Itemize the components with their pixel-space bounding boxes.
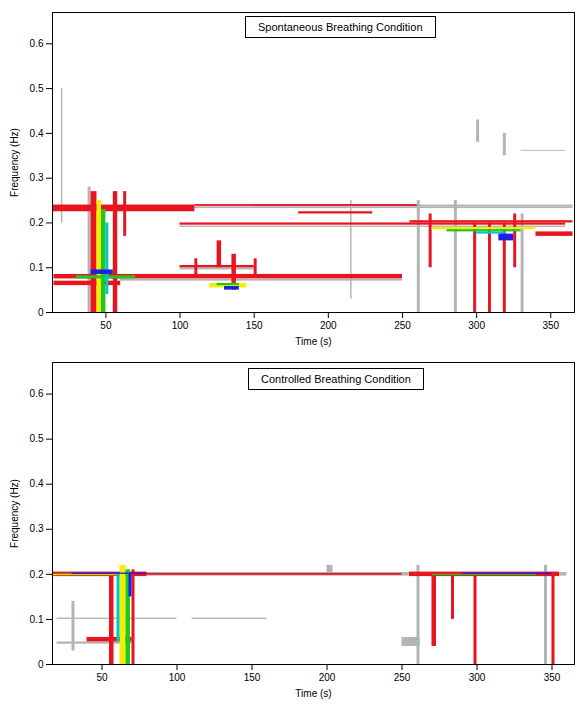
svg-text:250: 250 xyxy=(394,672,411,683)
svg-text:100: 100 xyxy=(169,672,186,683)
svg-text:0.4: 0.4 xyxy=(30,478,44,489)
svg-text:0.2: 0.2 xyxy=(30,217,44,228)
svg-text:0.1: 0.1 xyxy=(30,262,44,273)
svg-text:Frequency (Hz): Frequency (Hz) xyxy=(9,479,20,548)
svg-text:Time (s): Time (s) xyxy=(295,336,331,347)
svg-text:0.3: 0.3 xyxy=(30,172,44,183)
html-text:Controlled Breathing Condition: Controlled Breathing Condition xyxy=(261,373,411,385)
svg-text:200: 200 xyxy=(320,320,337,331)
svg-text:0.6: 0.6 xyxy=(30,388,44,399)
svg-text:50: 50 xyxy=(100,320,112,331)
svg-text:150: 150 xyxy=(244,672,261,683)
svg-text:250: 250 xyxy=(394,320,411,331)
svg-text:0.5: 0.5 xyxy=(30,433,44,444)
svg-text:Frequency (Hz): Frequency (Hz) xyxy=(9,128,20,197)
svg-text:150: 150 xyxy=(246,320,263,331)
svg-text:200: 200 xyxy=(319,672,336,683)
svg-text:0.1: 0.1 xyxy=(30,614,44,625)
svg-text:0.6: 0.6 xyxy=(30,38,44,49)
svg-text:50: 50 xyxy=(96,672,108,683)
svg-text:Time (s): Time (s) xyxy=(295,688,331,699)
svg-text:0: 0 xyxy=(38,659,44,670)
svg-text:300: 300 xyxy=(469,672,486,683)
svg-text:0.5: 0.5 xyxy=(30,83,44,94)
svg-text:100: 100 xyxy=(172,320,189,331)
svg-text:300: 300 xyxy=(468,320,485,331)
svg-text:0.4: 0.4 xyxy=(30,128,44,139)
svg-text:0: 0 xyxy=(38,307,44,318)
svg-text:350: 350 xyxy=(542,320,559,331)
svg-text:0.2: 0.2 xyxy=(30,569,44,580)
svg-text:350: 350 xyxy=(544,672,561,683)
html-text:Spontaneous Breathing Conditio: Spontaneous Breathing Condition xyxy=(258,21,423,33)
svg-text:0.3: 0.3 xyxy=(30,523,44,534)
